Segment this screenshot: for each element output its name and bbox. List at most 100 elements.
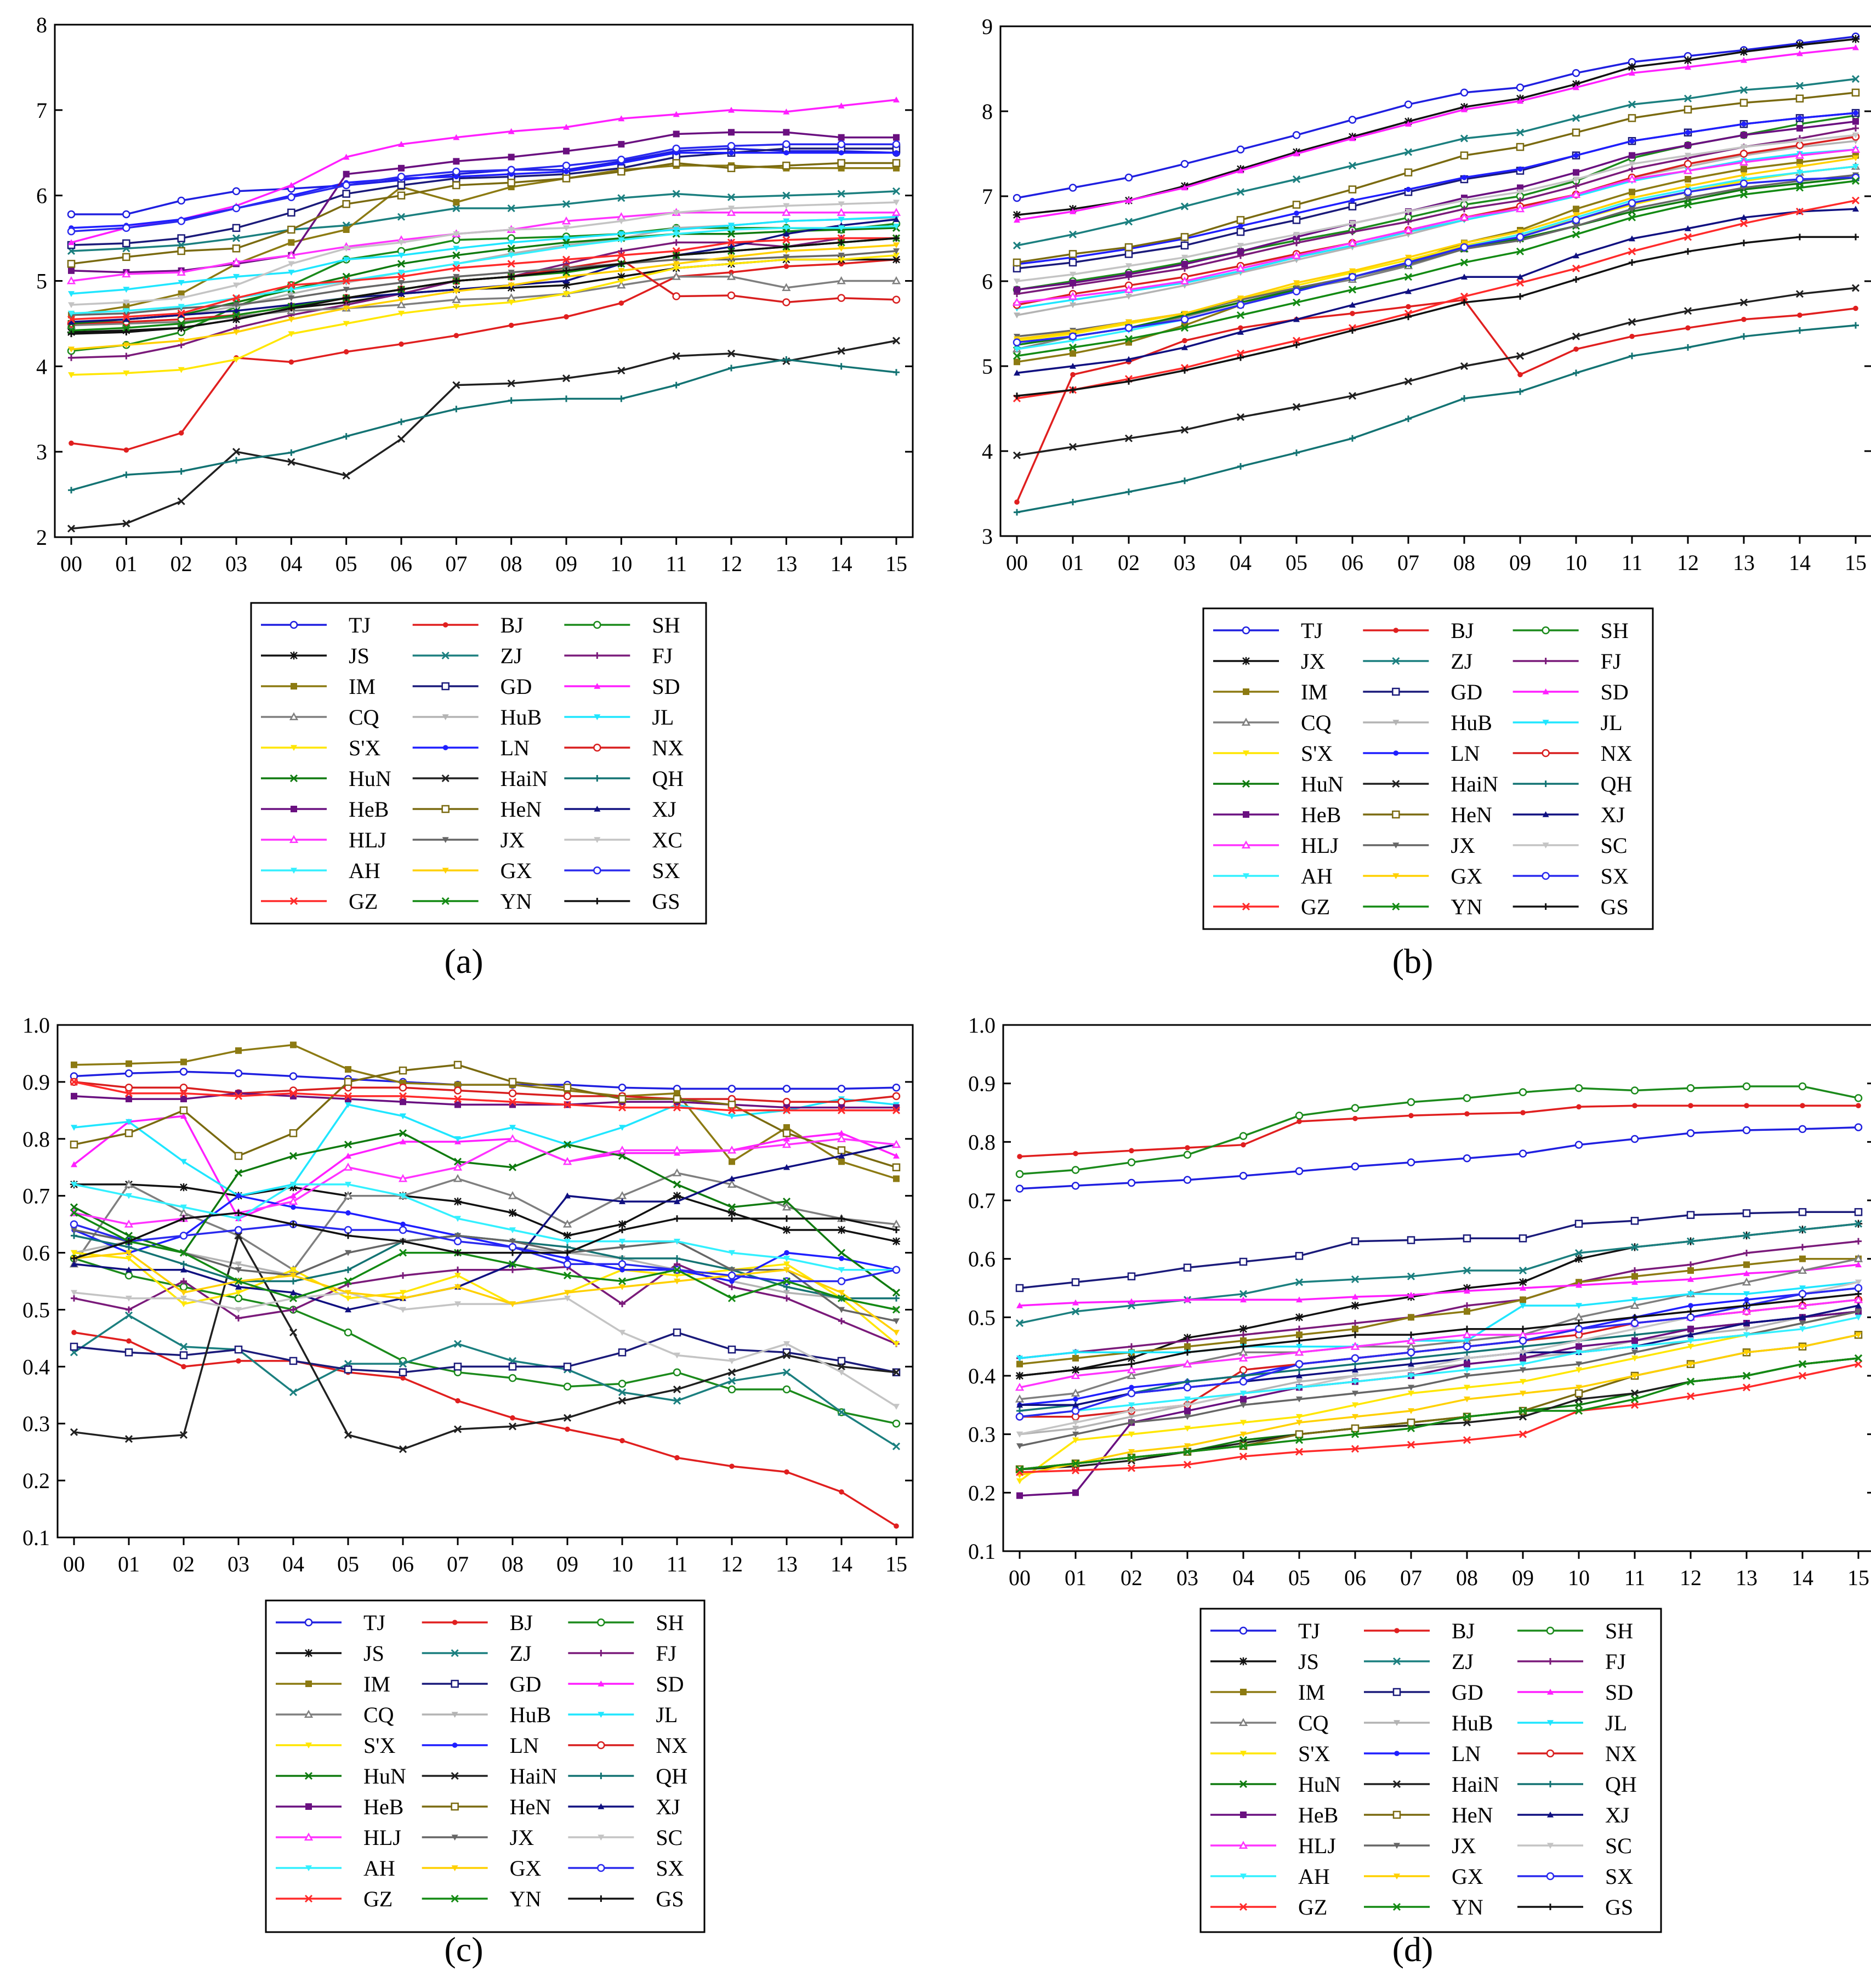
data-point-yn-09 — [1516, 247, 1525, 255]
data-point-jl-02 — [180, 1159, 187, 1165]
legend-entry-nx: NX — [568, 1733, 687, 1758]
data-point-gd-02 — [1127, 1272, 1136, 1280]
data-point-hain-02 — [1124, 434, 1133, 442]
data-point-hen-14 — [837, 159, 845, 167]
data-point-hain-01 — [124, 1435, 133, 1443]
x-tick-label: 01 — [115, 551, 137, 576]
legend-label: SH — [1601, 618, 1629, 643]
data-point-yn-07 — [1407, 1424, 1415, 1433]
legend-swatch-marker — [598, 1835, 605, 1841]
legend-swatch-marker — [1546, 1749, 1555, 1758]
data-point-ah-12 — [1687, 1338, 1694, 1344]
data-point-ah-04 — [288, 287, 295, 293]
legend-label: JS — [349, 643, 369, 668]
series-line-gs — [73, 1212, 897, 1260]
data-point-gs-07 — [453, 277, 460, 284]
data-point-s-x-12 — [728, 261, 735, 267]
x-tick-label: 09 — [555, 551, 577, 576]
data-point-ln-02 — [1129, 1385, 1134, 1391]
data-point-gd-08 — [1463, 1234, 1471, 1243]
data-point-zj-13 — [782, 1368, 791, 1376]
data-point-nx-04 — [1239, 1366, 1248, 1374]
legend-entry-gd: GD — [1363, 680, 1482, 704]
data-point-hun-07 — [453, 1158, 462, 1166]
data-point-qh-01 — [1070, 499, 1076, 505]
x-tick-label: 00 — [63, 1552, 85, 1576]
data-point-hen-05 — [344, 1078, 352, 1086]
data-point-gd-11 — [1630, 1217, 1639, 1225]
data-point-js-12 — [727, 1209, 736, 1217]
series-gx — [68, 242, 900, 353]
data-point-im-07 — [454, 1081, 461, 1089]
legend-label: IM — [349, 674, 376, 699]
legend-label: HLJ — [349, 828, 386, 852]
panel-caption-d: (d) — [1392, 1930, 1434, 1969]
legend-swatch-marker — [305, 1803, 312, 1810]
data-point-hlj-09 — [562, 1157, 572, 1165]
legend-entry-xc: XC — [564, 828, 683, 852]
data-point-jx-08 — [508, 270, 515, 276]
data-point-hun-12 — [727, 230, 736, 238]
data-point-heb-00 — [1016, 1492, 1023, 1499]
x-tick-label: 13 — [1736, 1565, 1758, 1590]
series-nx — [70, 1078, 901, 1106]
legend-swatch-marker — [1392, 657, 1400, 665]
data-point-im-12 — [1685, 176, 1691, 183]
data-point-cq-10 — [617, 280, 626, 289]
legend-swatch-marker — [593, 866, 601, 875]
data-point-hlj-15 — [1851, 145, 1861, 153]
y-tick-label: 4 — [982, 439, 993, 464]
data-point-sd-12 — [1685, 64, 1691, 70]
data-point-gz-04 — [1239, 1452, 1248, 1461]
data-point-qh-10 — [1573, 369, 1579, 377]
data-point-gd-14 — [837, 1357, 846, 1365]
data-point-fj-15 — [1855, 1238, 1862, 1245]
data-point-gz-03 — [1183, 1461, 1192, 1469]
data-point-sh-06 — [1351, 1104, 1360, 1112]
data-point-zj-15 — [1851, 75, 1860, 83]
data-point-hain-09 — [563, 1414, 572, 1422]
data-point-bj-09 — [1517, 372, 1523, 378]
data-point-hlj-09 — [561, 216, 571, 225]
data-point-bj-13 — [1744, 1103, 1749, 1108]
data-point-sd-12 — [728, 106, 735, 113]
data-point-hlj-12 — [1683, 166, 1693, 174]
legend-label: HaiN — [501, 766, 548, 791]
series-gx — [1014, 155, 1859, 343]
data-point-gs-03 — [235, 1209, 242, 1216]
legend-entry-qh: QH — [1512, 772, 1632, 796]
data-point-fj-11 — [673, 239, 680, 246]
series-line-sx — [71, 143, 896, 232]
data-point-gd-04 — [1236, 227, 1245, 236]
data-point-gd-07 — [453, 1363, 462, 1371]
data-point-s-x-12 — [1687, 1343, 1694, 1350]
legend-swatch-marker — [1243, 688, 1249, 695]
data-point-hain-04 — [289, 1328, 298, 1337]
data-point-xj-00 — [68, 318, 75, 325]
legend-entry-jl: JL — [568, 1702, 678, 1727]
data-point-im-14 — [838, 1158, 845, 1165]
data-point-gd-01 — [124, 1348, 133, 1357]
data-point-ah-11 — [674, 1238, 680, 1245]
legend-entry-hub: HuB — [412, 705, 542, 730]
data-point-hlj-01 — [1068, 292, 1078, 300]
data-point-jl-11 — [1631, 1297, 1638, 1303]
series-hain — [67, 337, 901, 533]
data-point-gs-09 — [1517, 293, 1523, 300]
data-point-gx-05 — [1293, 280, 1300, 287]
data-point-jx-06 — [398, 280, 405, 286]
data-point-zj-11 — [672, 190, 680, 198]
legend-label: LN — [501, 736, 530, 760]
data-point-sc-05 — [1293, 231, 1300, 238]
data-point-gs-10 — [1576, 1320, 1582, 1326]
data-point-yn-07 — [1404, 273, 1413, 281]
data-point-tj-10 — [618, 1084, 627, 1092]
data-point-gx-13 — [1743, 1349, 1750, 1356]
data-point-ln-13 — [783, 150, 789, 156]
data-point-sx-02 — [179, 1232, 188, 1240]
legend-label: HuN — [349, 766, 391, 791]
data-point-zj-01 — [1071, 1307, 1080, 1315]
data-point-hain-08 — [508, 1422, 517, 1431]
data-point-jx-05 — [1296, 1396, 1303, 1403]
